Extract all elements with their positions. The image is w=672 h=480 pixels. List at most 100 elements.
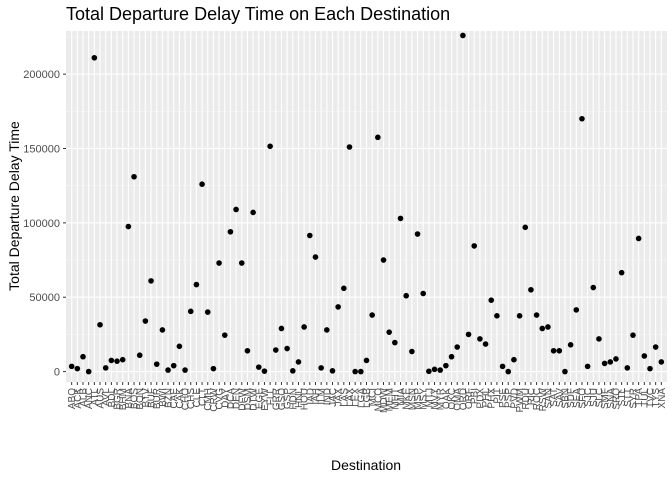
- x-tick-label: MSY: [419, 388, 430, 410]
- x-tick-label: CAK: [175, 388, 186, 409]
- x-tick-label: ORF: [464, 388, 475, 409]
- data-point: [601, 360, 608, 367]
- x-tick-label: SYR: [628, 388, 639, 409]
- data-point: [448, 353, 455, 360]
- data-point: [358, 368, 364, 375]
- data-point: [414, 231, 421, 237]
- x-tick-label: SBN: [560, 388, 571, 409]
- data-point: [443, 362, 449, 369]
- data-point: [522, 224, 529, 231]
- data-point: [176, 343, 183, 350]
- x-tick-label: SRQ: [611, 388, 622, 410]
- data-point: [477, 336, 483, 342]
- x-tick-label: FLL: [266, 388, 277, 406]
- data-point: [267, 143, 273, 150]
- data-point: [488, 297, 495, 303]
- data-point: [545, 324, 551, 330]
- x-tick-label: PWM: [515, 388, 526, 412]
- x-tick-label: BQN: [135, 388, 146, 410]
- data-point: [148, 278, 154, 284]
- data-point: [630, 332, 636, 338]
- data-point: [80, 353, 86, 360]
- x-tick-label: SAT: [549, 388, 560, 407]
- data-point: [392, 339, 398, 346]
- x-tick-label: PSE: [498, 388, 509, 408]
- data-point: [335, 304, 341, 310]
- data-point: [278, 325, 285, 332]
- data-point: [182, 367, 188, 373]
- y-tick-label: 100000: [23, 218, 60, 230]
- x-tick-label: ABQ: [67, 388, 78, 409]
- x-tick-label: EGE: [254, 388, 265, 409]
- data-point: [261, 368, 268, 374]
- data-point: [618, 269, 625, 276]
- x-tick-label: MSN: [407, 388, 418, 410]
- data-point: [607, 359, 614, 365]
- data-point: [556, 347, 563, 354]
- x-tick-label: IAH: [311, 388, 322, 405]
- x-tick-label: TVC: [645, 388, 656, 408]
- x-tick-label: BHM: [118, 388, 129, 410]
- x-tick-label: BWI: [158, 388, 169, 407]
- x-tick-label: BNA: [124, 388, 135, 409]
- data-point: [528, 286, 534, 293]
- x-tick-label: RDU: [521, 388, 532, 410]
- data-point: [465, 331, 472, 338]
- x-tick-label: BUF: [147, 388, 158, 408]
- x-tick-label: BDL: [107, 388, 118, 408]
- y-tick-label: 0: [54, 367, 60, 379]
- x-tick-label: STL: [617, 388, 628, 407]
- x-tick-label: DEN: [232, 388, 243, 409]
- x-tick-label: SJU: [589, 388, 600, 407]
- x-tick-label: CRW: [209, 387, 220, 411]
- x-tick-label: CAE: [169, 388, 180, 409]
- data-point: [187, 308, 194, 315]
- x-tick-label: LGB: [362, 388, 373, 408]
- data-point: [352, 368, 358, 375]
- x-tick-label: TYS: [651, 388, 662, 408]
- x-tick-label: SMF: [600, 388, 611, 409]
- x-tick-label: TPA: [634, 388, 645, 407]
- data-point: [369, 312, 375, 318]
- x-tick-label: JAC: [328, 388, 339, 407]
- data-points: [68, 32, 665, 375]
- data-point: [272, 347, 279, 353]
- data-point: [454, 344, 461, 350]
- y-tick-label: 50000: [29, 292, 60, 304]
- x-tick-label: PHL: [481, 388, 492, 408]
- data-point: [307, 232, 313, 239]
- data-point: [238, 260, 245, 266]
- x-tick-label: BTV: [141, 388, 152, 408]
- data-point: [125, 223, 132, 230]
- x-tick-label: OAK: [441, 388, 452, 409]
- data-point: [562, 368, 568, 375]
- x-tick-label: MDW: [379, 387, 390, 413]
- data-point: [579, 115, 585, 122]
- data-point: [460, 32, 466, 39]
- x-tick-label: MIA: [396, 388, 407, 406]
- data-point: [567, 342, 574, 348]
- data-point: [652, 344, 659, 350]
- data-point: [363, 357, 370, 364]
- x-tick-label: BUR: [152, 388, 163, 409]
- data-point: [346, 144, 353, 150]
- data-point: [511, 356, 517, 363]
- x-tick-label: ALB: [79, 388, 90, 407]
- x-tick-label: JAX: [334, 388, 345, 407]
- data-point: [375, 134, 381, 141]
- x-tick-label: SEA: [572, 388, 583, 408]
- data-point: [295, 359, 302, 365]
- x-tick-label: OKC: [447, 388, 458, 410]
- x-tick-label: EYW: [260, 387, 271, 410]
- x-tick-label: RIC: [526, 388, 537, 405]
- x-tick-label: DSM: [243, 388, 254, 410]
- data-point: [324, 327, 330, 333]
- x-tick-label: PSP: [504, 388, 515, 408]
- x-tick-label: MSP: [413, 388, 424, 410]
- x-tick-label: IND: [322, 388, 333, 405]
- data-point: [584, 363, 591, 370]
- data-point: [142, 318, 149, 324]
- data-point: [193, 281, 200, 288]
- x-axis: ABQACKALBANCATLAUSAVLBDLBGRBHMBNABOSBQNB…: [67, 382, 668, 413]
